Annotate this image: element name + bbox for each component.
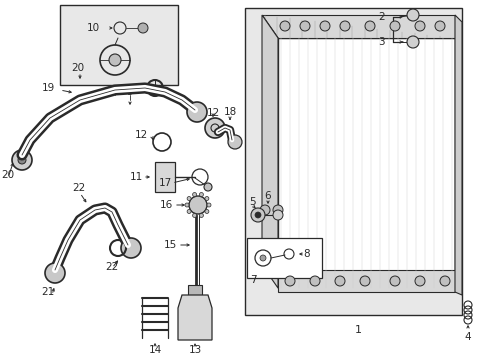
Bar: [155, 162, 175, 192]
Circle shape: [204, 118, 224, 138]
Text: 3: 3: [378, 37, 384, 47]
Circle shape: [121, 238, 141, 258]
Text: 21: 21: [41, 287, 55, 297]
Circle shape: [204, 197, 208, 201]
Circle shape: [439, 276, 449, 286]
Circle shape: [192, 213, 196, 217]
Circle shape: [319, 21, 329, 31]
Text: 20: 20: [1, 170, 15, 180]
Polygon shape: [262, 15, 454, 38]
Circle shape: [285, 276, 294, 286]
Bar: [60, 5, 178, 85]
Bar: [246, 238, 321, 278]
Circle shape: [184, 203, 189, 207]
Circle shape: [414, 21, 424, 31]
Polygon shape: [178, 295, 212, 340]
Text: 1: 1: [354, 325, 361, 335]
Text: 20: 20: [71, 63, 84, 73]
Circle shape: [434, 21, 444, 31]
Circle shape: [45, 263, 65, 283]
Circle shape: [204, 210, 208, 213]
Circle shape: [18, 156, 26, 164]
Polygon shape: [262, 15, 278, 288]
Text: 13: 13: [188, 345, 201, 355]
Circle shape: [299, 21, 309, 31]
Polygon shape: [454, 15, 461, 295]
Circle shape: [206, 203, 210, 207]
Text: 12: 12: [135, 130, 148, 140]
Text: 8: 8: [303, 249, 310, 259]
Circle shape: [414, 276, 424, 286]
Bar: [187, 285, 202, 295]
Circle shape: [260, 255, 265, 261]
Text: 11: 11: [129, 172, 142, 182]
Circle shape: [192, 193, 196, 197]
Circle shape: [260, 205, 269, 215]
Text: 4: 4: [464, 332, 470, 342]
Polygon shape: [278, 270, 454, 292]
Circle shape: [280, 21, 289, 31]
Circle shape: [406, 9, 418, 21]
Text: 18: 18: [223, 107, 236, 117]
Circle shape: [272, 210, 283, 220]
Circle shape: [334, 276, 345, 286]
Text: 5: 5: [248, 197, 255, 207]
Circle shape: [364, 21, 374, 31]
Circle shape: [272, 205, 283, 215]
Bar: [244, 8, 461, 315]
Circle shape: [187, 197, 191, 201]
Text: 7: 7: [249, 275, 256, 285]
Text: 22: 22: [72, 183, 85, 193]
Circle shape: [187, 210, 191, 213]
Circle shape: [199, 213, 203, 217]
Text: 14: 14: [148, 345, 162, 355]
Circle shape: [109, 54, 121, 66]
Text: 16: 16: [160, 200, 173, 210]
Circle shape: [309, 276, 319, 286]
Circle shape: [227, 135, 242, 149]
Circle shape: [138, 23, 148, 33]
Circle shape: [203, 183, 212, 191]
Text: 19: 19: [41, 83, 55, 93]
Text: 22: 22: [105, 262, 118, 272]
Text: 6: 6: [264, 191, 271, 201]
Circle shape: [189, 196, 206, 214]
Circle shape: [186, 102, 206, 122]
Circle shape: [12, 150, 32, 170]
Circle shape: [389, 21, 399, 31]
Bar: [278, 38, 454, 288]
Circle shape: [250, 208, 264, 222]
Circle shape: [389, 276, 399, 286]
Text: 10: 10: [87, 23, 100, 33]
Text: 2: 2: [378, 12, 384, 22]
Circle shape: [199, 193, 203, 197]
Circle shape: [339, 21, 349, 31]
Circle shape: [254, 212, 261, 218]
Circle shape: [406, 36, 418, 48]
Text: 15: 15: [163, 240, 177, 250]
Text: 12: 12: [206, 108, 219, 118]
Text: 17: 17: [159, 178, 172, 188]
Text: 9: 9: [126, 87, 133, 97]
Circle shape: [359, 276, 369, 286]
